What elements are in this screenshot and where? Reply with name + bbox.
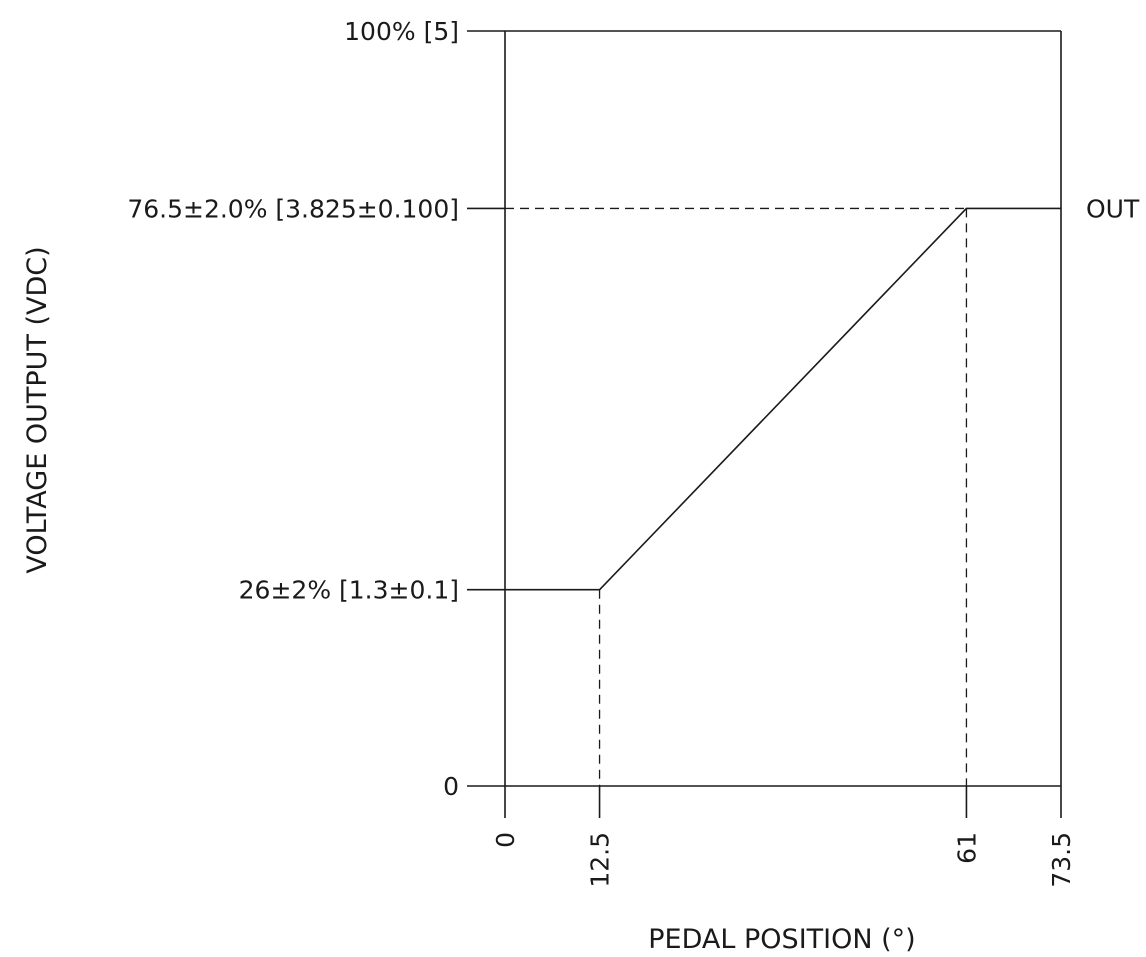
y-tick-label: 76.5±2.0% [3.825±0.100] [127,194,459,223]
x-tick-label: 0 [491,832,520,848]
y-axis-ticks: 0 26±2% [1.3±0.1] 76.5±2.0% [3.825±0.100] 1… [127,17,505,801]
x-axis-title: PEDAL POSITION (°) [648,924,915,955]
series-label: OUT [1086,194,1140,223]
guide-lines [505,207,968,786]
x-tick-label: 12.5 [586,832,615,888]
y-tick-label: 100% [5] [344,17,459,46]
y-tick-label: 0 [443,772,459,801]
x-tick-label: 61 [952,832,981,864]
series-line [505,207,1061,591]
y-tick-label: 26±2% [1.3±0.1] [239,576,459,605]
series-layer: OUT [505,194,1140,591]
x-axis-ticks: 0 12.5 61 73.5 [491,786,1076,888]
y-axis-title: VOLTAGE OUTPUT (VDC) [22,246,53,573]
plot-frame [467,30,1062,818]
x-tick-label: 73.5 [1047,832,1076,888]
